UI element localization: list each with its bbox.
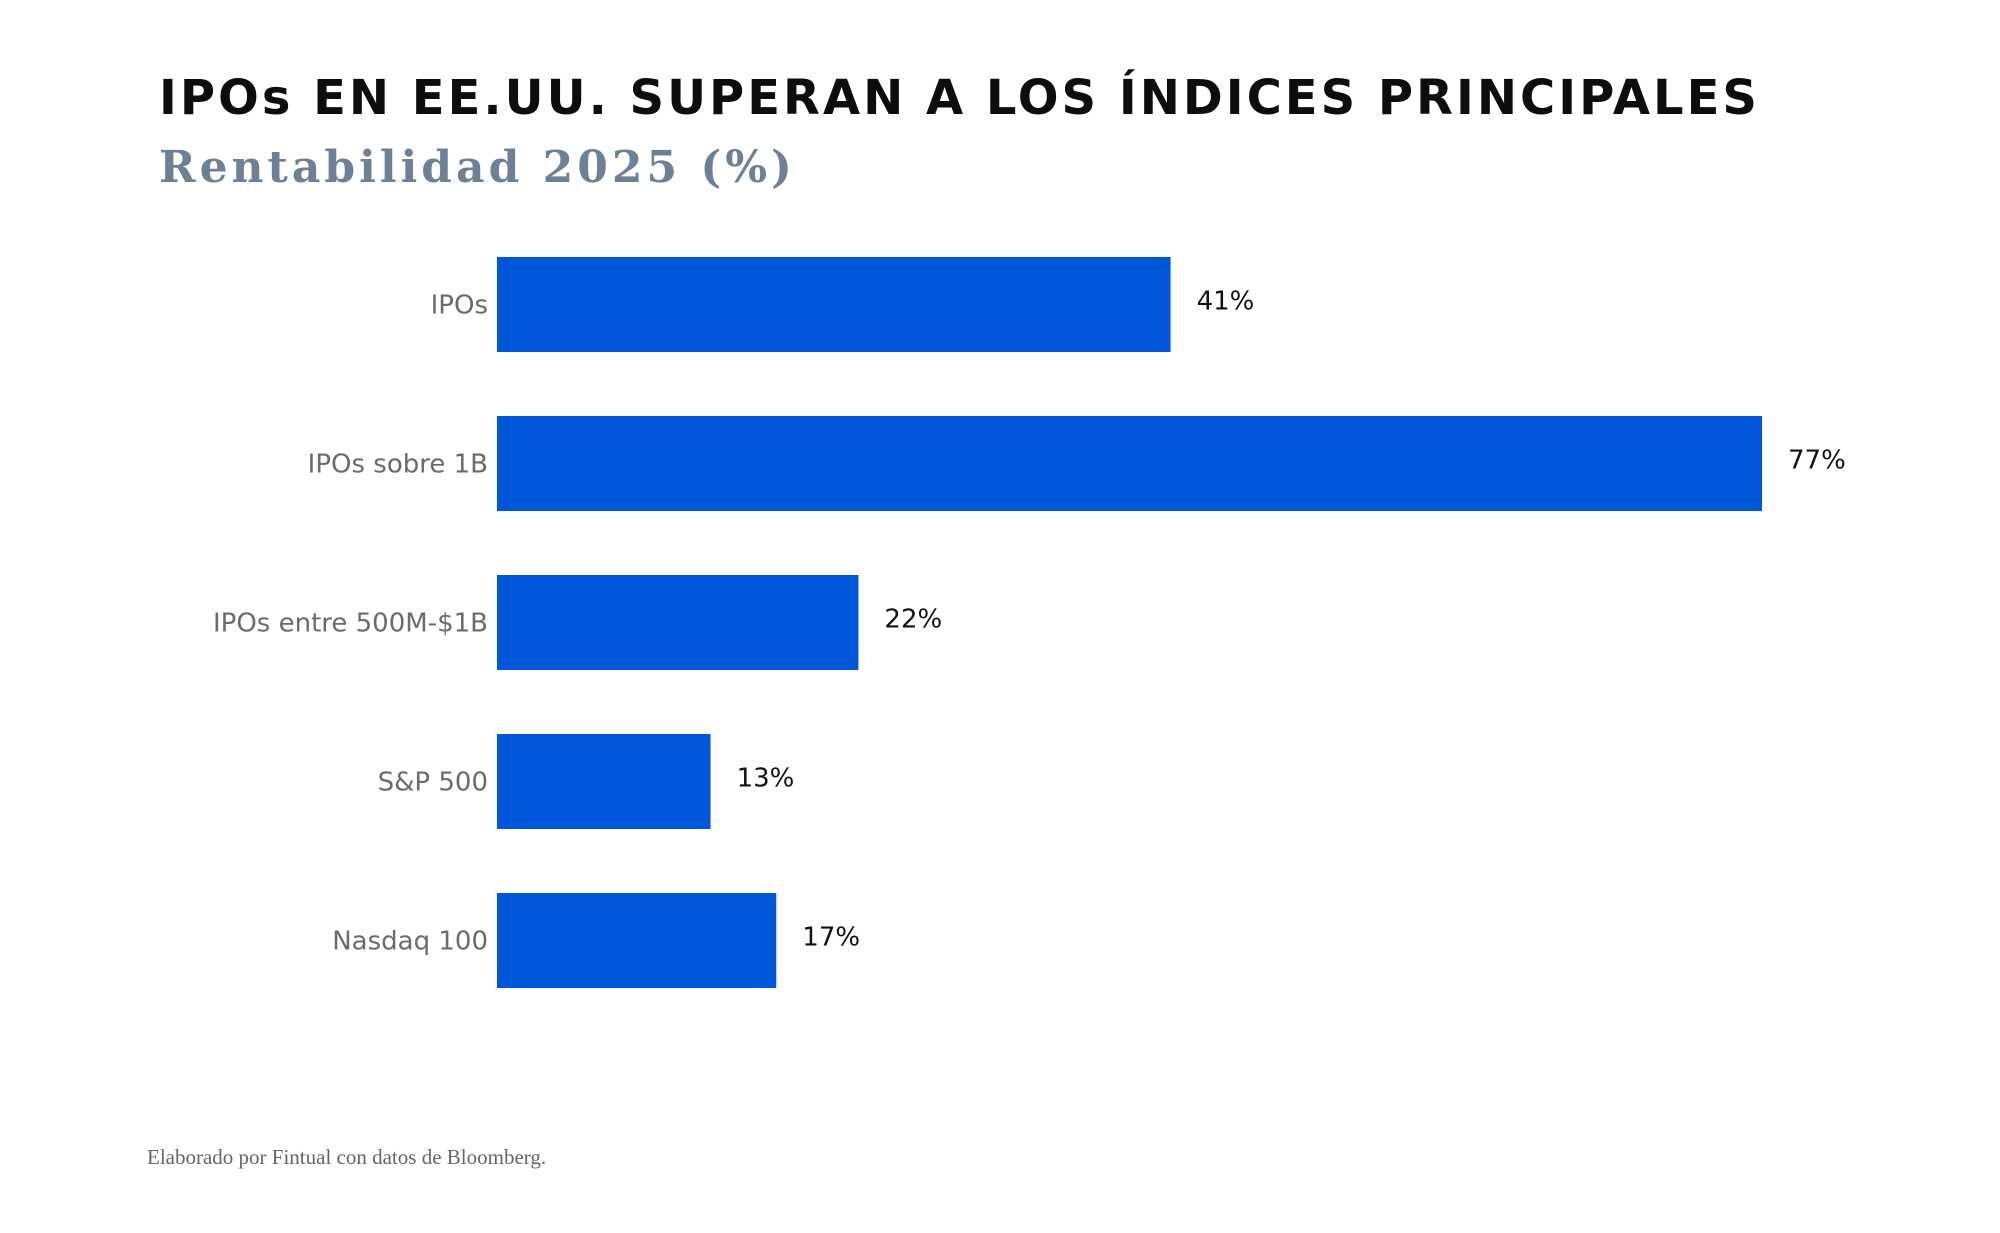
bar-ipos xyxy=(497,257,1171,352)
bar-ipos-sobre-1b xyxy=(497,416,1762,511)
value-label-ipos-entre-500m-1b: 22% xyxy=(884,605,942,635)
bar-nasdaq-100 xyxy=(497,893,777,988)
category-label-ipos-sobre-1b: IPOs sobre 1B xyxy=(308,450,488,480)
category-label-ipos-entre-500m-1b: IPOs entre 500M-$1B xyxy=(213,609,488,639)
bar-sandp-500 xyxy=(497,734,711,829)
value-labels-group: 41% 77% 22% 13% 17% xyxy=(737,287,1846,953)
value-label-sandp-500: 13% xyxy=(737,764,795,794)
value-label-ipos: 41% xyxy=(1197,287,1255,317)
bars-group xyxy=(497,257,1762,988)
value-label-ipos-sobre-1b: 77% xyxy=(1788,446,1846,476)
category-label-nasdaq-100: Nasdaq 100 xyxy=(332,927,488,957)
category-label-sandp-500: S&P 500 xyxy=(378,768,488,798)
category-label-ipos: IPOs xyxy=(431,291,488,321)
bar-ipos-entre-500m-1b xyxy=(497,575,859,670)
source-note: Elaborado por Fintual con datos de Bloom… xyxy=(147,1145,547,1169)
category-labels-group: IPOs IPOs sobre 1B IPOs entre 500M-$1B S&P … xyxy=(213,291,488,957)
value-label-nasdaq-100: 17% xyxy=(802,923,860,953)
chart-subtitle: Rentabilidad 2025 (%) xyxy=(159,142,796,193)
chart-title: IPOs EN EE.UU. SUPERAN A LOS ÍNDICES PRI… xyxy=(159,70,1760,126)
